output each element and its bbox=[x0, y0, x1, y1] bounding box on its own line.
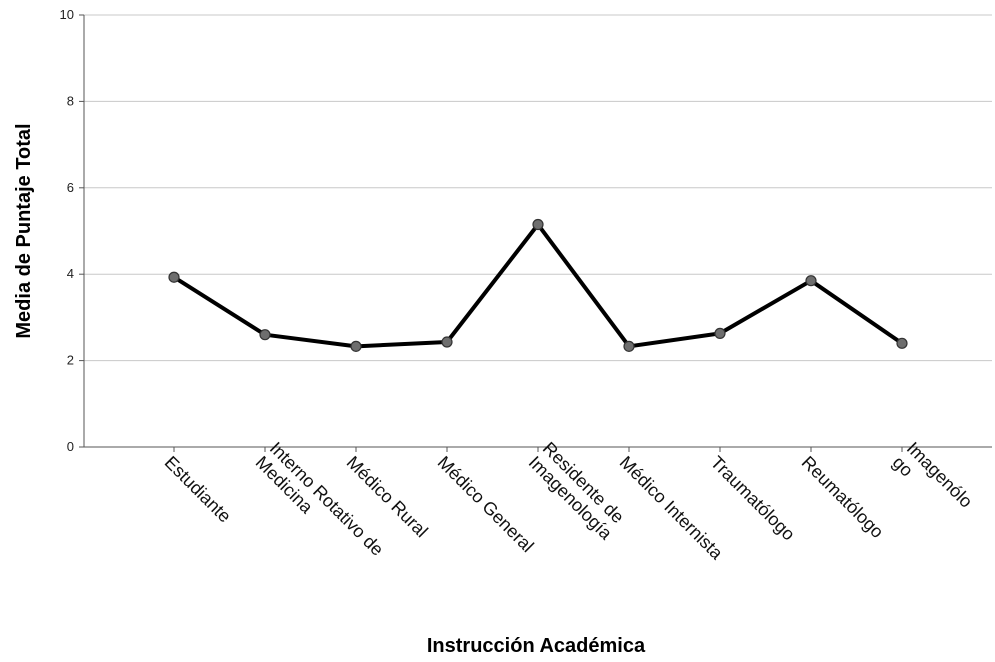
y-tick-label: 0 bbox=[67, 439, 74, 454]
series-line bbox=[172, 222, 904, 349]
x-tick-label: Reumatólogo bbox=[798, 452, 888, 542]
x-tick-label: Traumatólogo bbox=[707, 452, 799, 544]
gridlines bbox=[84, 14, 992, 362]
y-tick-label: 4 bbox=[67, 266, 74, 281]
data-point bbox=[259, 329, 271, 341]
y-tick-label: 2 bbox=[67, 353, 74, 368]
data-point bbox=[441, 336, 453, 348]
x-tick-label: Estudiante bbox=[161, 452, 235, 526]
data-point bbox=[532, 218, 544, 231]
x-tick-label: Médico General bbox=[434, 452, 538, 556]
x-tick-labels: Estudiante Interno Rotativo deMedicina Méd… bbox=[161, 438, 977, 574]
data-point bbox=[623, 340, 635, 352]
data-point bbox=[805, 275, 817, 287]
x-tick-label: Interno Rotativo deMedicina bbox=[252, 438, 388, 574]
y-tick-label: 6 bbox=[67, 180, 74, 195]
x-axis-title: Instrucción Académica bbox=[427, 635, 646, 657]
data-point bbox=[350, 340, 362, 352]
y-tick-labels: 0 2 4 6 8 10 bbox=[60, 7, 74, 454]
x-tick-label: Residente deImagenología bbox=[525, 438, 631, 544]
data-point bbox=[714, 327, 726, 339]
series-lines bbox=[172, 222, 904, 349]
y-axis-title: Media de Puntaje Total bbox=[13, 123, 35, 338]
y-tick-label: 10 bbox=[60, 7, 74, 22]
data-point bbox=[168, 271, 180, 283]
axes bbox=[79, 14, 992, 452]
y-tick-label: 8 bbox=[67, 93, 74, 108]
series-markers bbox=[168, 218, 908, 352]
data-point bbox=[896, 337, 908, 349]
